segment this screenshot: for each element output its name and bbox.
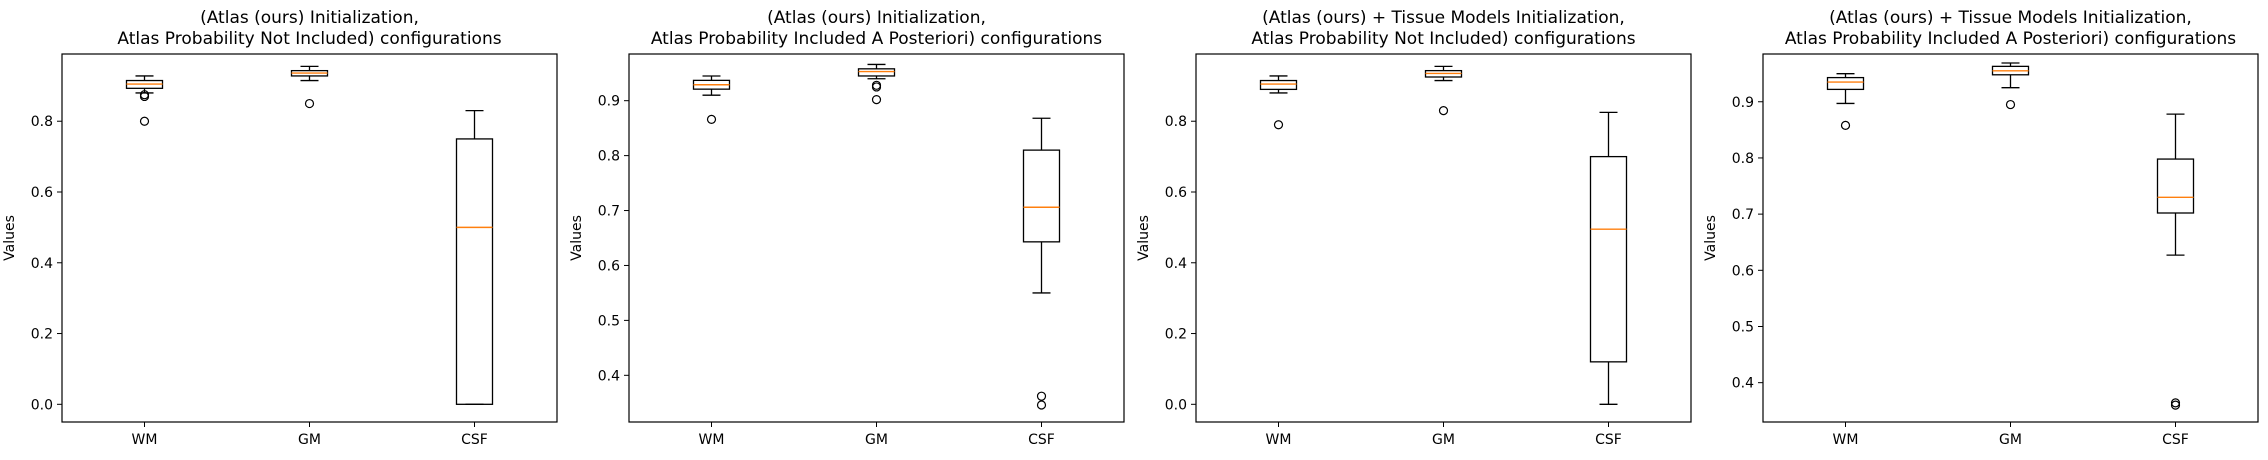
box-gm [290, 65, 329, 109]
box-csf [1589, 111, 1628, 405]
outlier-point [1438, 106, 1449, 116]
y-tick-label: 0.2 [31, 327, 53, 343]
iqr-box [455, 138, 494, 405]
box-csf [455, 109, 494, 405]
x-tick-label-csf: CSF [2162, 432, 2189, 448]
iqr-box [1259, 79, 1298, 91]
outlier-point [1036, 400, 1047, 410]
y-axis-label: Values [1703, 215, 1719, 261]
iqr-box [1022, 149, 1061, 243]
y-tick-label: 0.4 [598, 368, 620, 384]
chart-panel-1: (Atlas (ours) Initialization,Atlas Proba… [2, 8, 558, 448]
outlier-point [706, 114, 717, 124]
chart-title-line-1: (Atlas (ours) Initialization, [200, 8, 419, 28]
chart-title-line-1: (Atlas (ours) + Tissue Models Initializa… [1829, 8, 2192, 28]
outlier-point [139, 116, 150, 126]
iqr-box [2156, 158, 2195, 214]
x-tick-label-gm: GM [298, 432, 321, 448]
x-tick-label-gm: GM [1999, 432, 2022, 448]
y-tick-label: 0.8 [1732, 151, 1754, 167]
y-tick-label: 0.4 [31, 256, 53, 272]
chart-panel-3: (Atlas (ours) + Tissue Models Initializa… [1136, 8, 1692, 448]
y-tick-label: 0.6 [598, 258, 620, 274]
outlier-point [2170, 400, 2181, 410]
y-tick-label: 0.8 [598, 149, 620, 165]
y-tick-label: 0.9 [598, 94, 620, 110]
x-tick-label-gm: GM [865, 432, 888, 448]
outlier-point [2005, 99, 2016, 110]
y-tick-label: 0.8 [1165, 114, 1187, 130]
chart-title-line-2: Atlas Probability Included A Posteriori)… [651, 29, 1102, 49]
y-axis-label: Values [2, 215, 18, 261]
outlier-point [871, 94, 882, 105]
y-tick-label: 0.2 [1165, 327, 1187, 343]
x-tick-label-wm: WM [1266, 432, 1292, 448]
outlier-point [304, 98, 315, 109]
y-tick-label: 0.4 [1732, 376, 1754, 392]
y-tick-label: 0.0 [31, 397, 53, 413]
y-tick-label: 0.4 [1165, 256, 1187, 272]
iqr-box [1589, 155, 1628, 363]
y-tick-label: 0.6 [31, 185, 53, 201]
box-gm [1991, 62, 2030, 110]
y-tick-label: 0.8 [31, 114, 53, 130]
box-wm [692, 75, 731, 124]
chart-panel-2: (Atlas (ours) Initialization,Atlas Proba… [569, 8, 1125, 448]
outlier-point [1036, 391, 1047, 401]
outlier-point [1273, 120, 1284, 130]
chart-title-line-2: Atlas Probability Included A Posteriori)… [1785, 29, 2236, 49]
y-tick-label: 0.5 [598, 313, 620, 329]
x-tick-label-gm: GM [1432, 432, 1455, 448]
y-tick-label: 0.6 [1165, 185, 1187, 201]
x-tick-label-csf: CSF [1028, 432, 1055, 448]
y-tick-label: 0.7 [598, 204, 620, 220]
x-tick-label-wm: WM [699, 432, 725, 448]
x-tick-label-csf: CSF [1595, 432, 1622, 448]
box-csf [2156, 113, 2195, 410]
y-tick-label: 0.5 [1732, 319, 1754, 335]
chart-panel-4: (Atlas (ours) + Tissue Models Initializa… [1703, 8, 2259, 448]
axes-frame [628, 53, 1125, 423]
axes-frame [1195, 53, 1692, 423]
outlier-point [1840, 120, 1851, 130]
axes-frame [1762, 53, 2259, 423]
y-tick-label: 0.0 [1165, 397, 1187, 413]
iqr-box [857, 68, 896, 77]
y-tick-label: 0.9 [1732, 95, 1754, 111]
box-gm [1424, 65, 1463, 116]
chart-title-line-2: Atlas Probability Not Included) configur… [1251, 29, 1635, 49]
x-tick-label-wm: WM [132, 432, 158, 448]
outlier-point [871, 82, 882, 92]
y-axis-label: Values [569, 215, 585, 261]
axes-frame [61, 53, 558, 423]
box-gm [857, 63, 896, 105]
box-wm [1259, 75, 1298, 130]
y-tick-label: 0.7 [1732, 207, 1754, 223]
chart-title-line-1: (Atlas (ours) + Tissue Models Initializa… [1262, 8, 1625, 28]
iqr-box [1826, 76, 1865, 91]
box-wm [1826, 73, 1865, 130]
chart-title-line-1: (Atlas (ours) Initialization, [767, 8, 986, 28]
x-tick-label-csf: CSF [461, 432, 488, 448]
x-tick-label-wm: WM [1833, 432, 1859, 448]
chart-title-line-2: Atlas Probability Not Included) configur… [117, 29, 501, 49]
box-csf [1022, 117, 1061, 410]
y-tick-label: 0.6 [1732, 263, 1754, 279]
box-wm [125, 75, 164, 126]
y-axis-label: Values [1136, 215, 1152, 261]
outlier-point [139, 91, 150, 102]
